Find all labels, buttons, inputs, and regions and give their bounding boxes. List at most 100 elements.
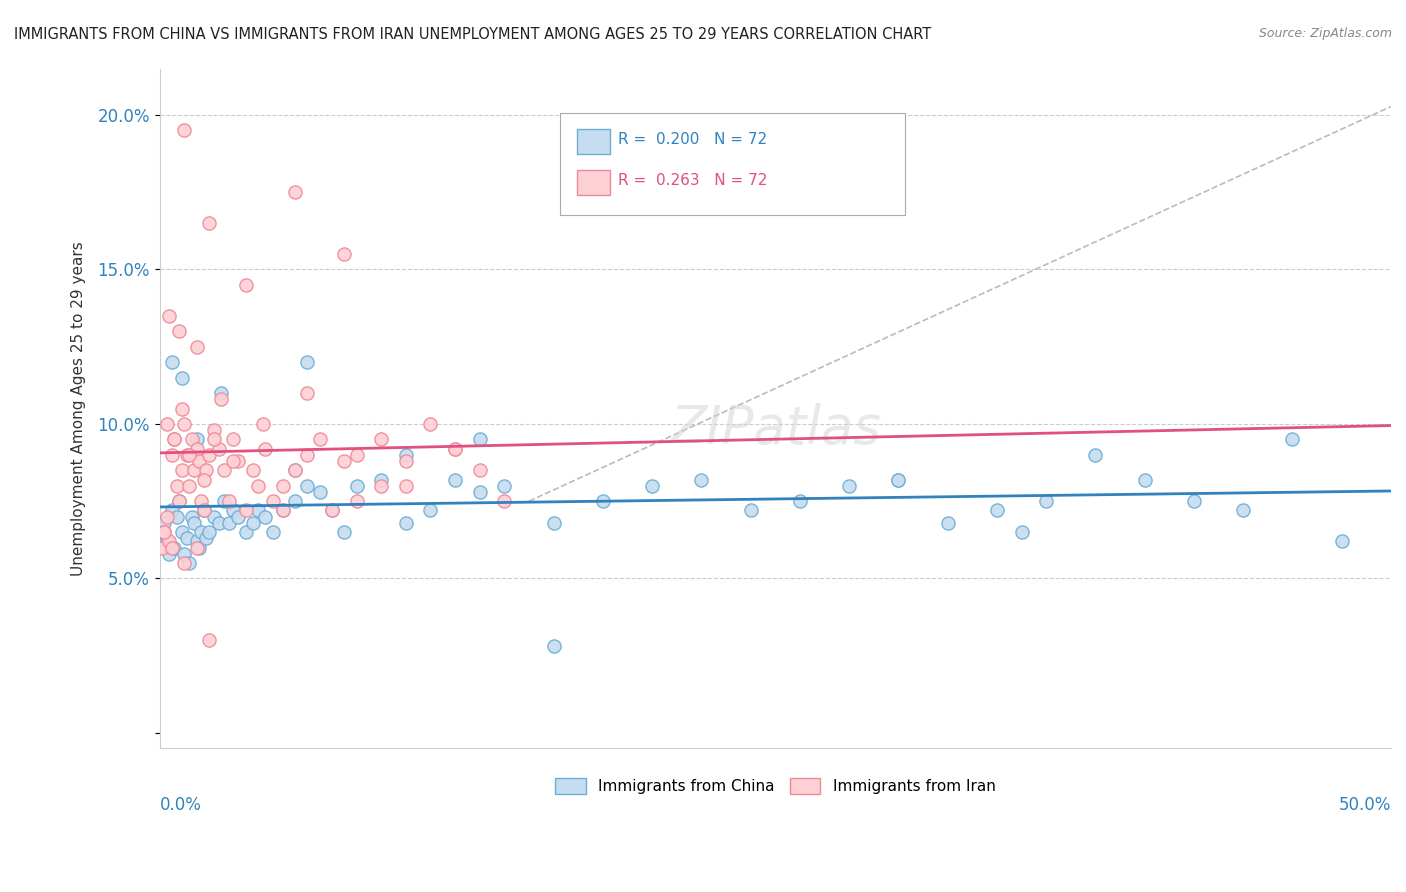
Point [156,534,179,549]
Point [1011,525,1033,540]
Point [193,473,215,487]
Point [641,479,664,493]
Point [1084,448,1107,462]
Point [838,479,860,493]
Point [159,309,181,323]
Point [160,355,183,369]
Point [1232,503,1254,517]
Point [202,509,225,524]
Point [208,442,231,456]
Point [173,417,195,431]
Point [153,525,176,540]
Point [242,463,264,477]
Point [169,494,191,508]
Point [284,463,307,477]
Point [156,417,179,431]
Point [592,494,614,508]
Point [173,556,195,570]
Point [179,556,201,570]
Point [202,423,225,437]
Point [190,494,212,508]
Point [166,509,188,524]
Point [160,448,183,462]
Point [186,541,208,555]
Point [183,516,205,530]
Point [150,525,173,540]
Point [247,479,270,493]
Point [284,185,307,199]
Text: 0.0%: 0.0% [159,796,201,814]
Point [195,531,218,545]
Point [173,547,195,561]
Point [444,442,467,456]
Point [169,494,191,508]
Point [176,531,198,545]
Point [218,494,240,508]
Point [222,454,245,468]
FancyBboxPatch shape [560,112,904,215]
Point [1281,433,1303,447]
Point [179,448,201,462]
Point [468,433,491,447]
Point [170,401,193,416]
Point [370,473,392,487]
Point [235,277,257,292]
Point [198,525,221,540]
Point [156,509,179,524]
Point [789,494,811,508]
Point [887,473,910,487]
Point [308,485,330,500]
Point [271,503,294,517]
Point [887,473,910,487]
Point [242,516,264,530]
Point [160,541,183,555]
Point [159,547,181,561]
Point [308,433,330,447]
Point [254,442,277,456]
Point [186,433,208,447]
Point [188,541,211,555]
Point [419,417,441,431]
Point [170,370,193,384]
Point [494,479,516,493]
Point [190,525,212,540]
Point [986,503,1008,517]
Point [193,503,215,517]
Point [297,448,319,462]
Point [252,417,274,431]
Point [262,494,284,508]
Point [468,463,491,477]
Point [468,485,491,500]
Point [370,479,392,493]
Point [254,509,277,524]
Point [209,386,232,401]
Point [212,463,235,477]
Point [170,463,193,477]
Point [346,494,368,508]
Point [395,448,418,462]
Point [395,516,418,530]
Point [212,494,235,508]
Point [262,525,284,540]
Legend: Immigrants from China, Immigrants from Iran: Immigrants from China, Immigrants from I… [547,771,1002,802]
Point [297,479,319,493]
Text: IMMIGRANTS FROM CHINA VS IMMIGRANTS FROM IRAN UNEMPLOYMENT AMONG AGES 25 TO 29 Y: IMMIGRANTS FROM CHINA VS IMMIGRANTS FROM… [14,27,931,42]
FancyBboxPatch shape [576,129,610,154]
Point [297,386,319,401]
Point [543,640,565,654]
Point [186,340,208,354]
Point [208,516,231,530]
Point [494,494,516,508]
Point [346,448,368,462]
Point [198,448,221,462]
Point [159,534,181,549]
Point [395,454,418,468]
Text: Source: ZipAtlas.com: Source: ZipAtlas.com [1258,27,1392,40]
Point [444,473,467,487]
Point [228,454,250,468]
Point [209,392,232,407]
Point [195,463,218,477]
Point [153,516,176,530]
Point [235,503,257,517]
Point [176,448,198,462]
